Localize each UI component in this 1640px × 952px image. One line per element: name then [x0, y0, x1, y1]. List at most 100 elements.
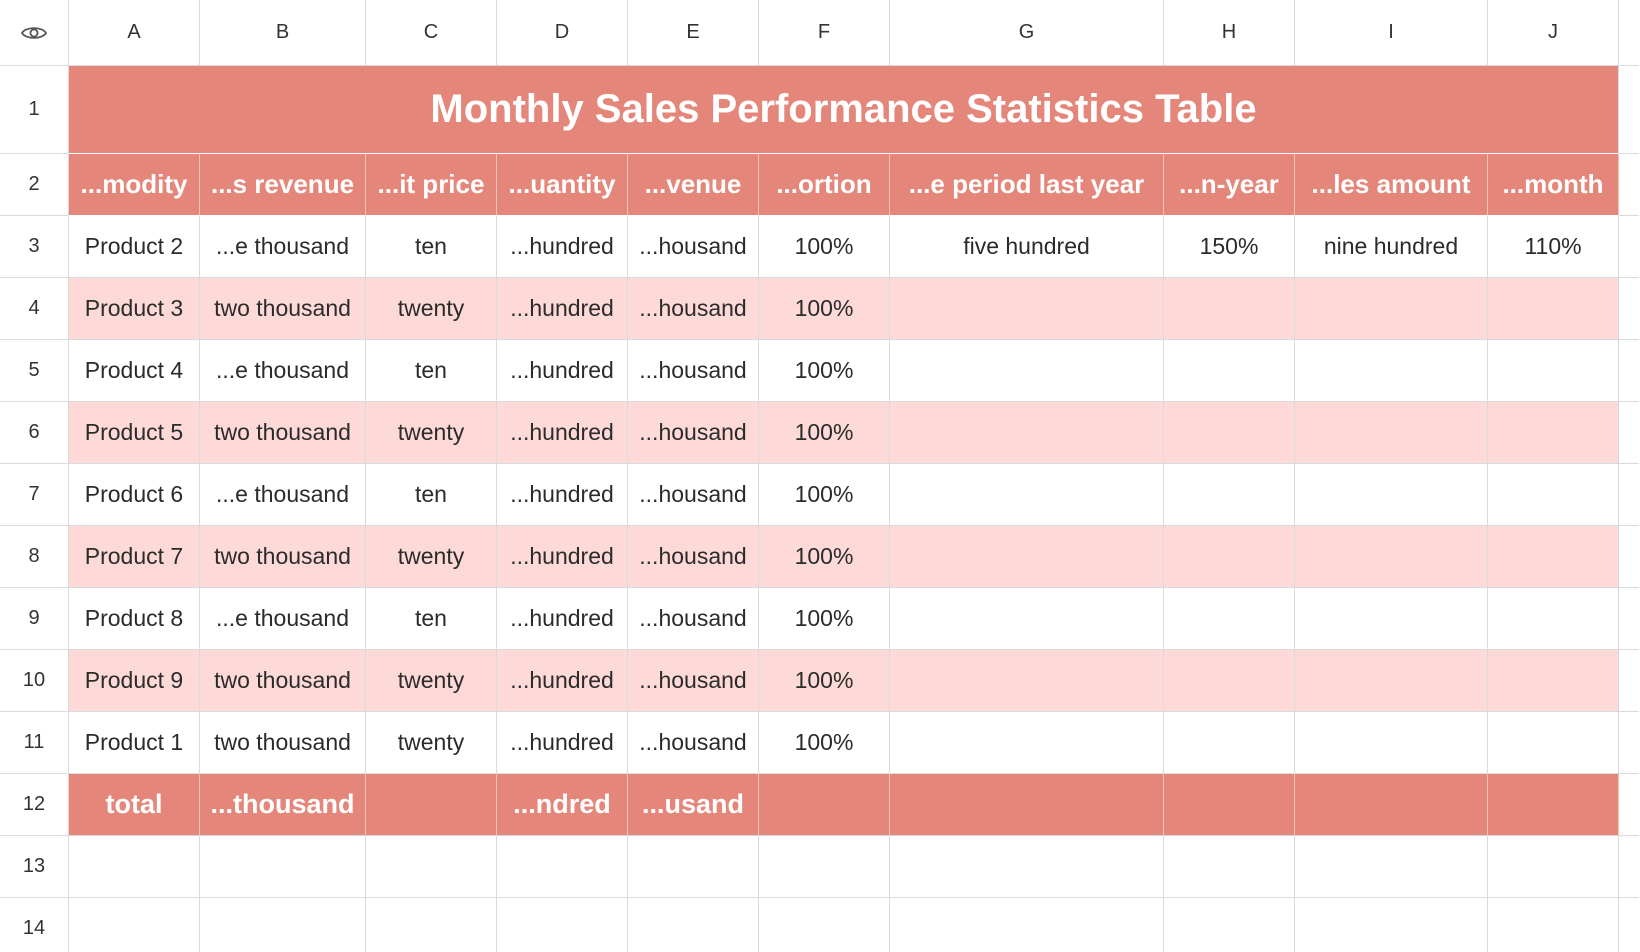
empty-cell[interactable]	[366, 898, 497, 952]
empty-cell[interactable]	[69, 836, 200, 898]
empty-cell[interactable]	[200, 898, 366, 952]
data-cell[interactable]: Product 5	[69, 402, 200, 464]
data-cell[interactable]: two thousand	[200, 712, 366, 774]
data-cell[interactable]: twenty	[366, 278, 497, 340]
data-cell[interactable]: 100%	[759, 216, 890, 278]
empty-cell[interactable]	[200, 836, 366, 898]
data-cell[interactable]: twenty	[366, 712, 497, 774]
data-cell[interactable]	[1488, 464, 1619, 526]
row-header-13[interactable]: 13	[0, 836, 69, 898]
total-cell[interactable]	[890, 774, 1164, 836]
header-cell[interactable]: ...e period last year	[890, 154, 1164, 216]
column-header-i[interactable]: I	[1295, 0, 1488, 66]
data-cell[interactable]: ...housand	[628, 340, 759, 402]
empty-cell[interactable]	[497, 898, 628, 952]
data-cell[interactable]	[1164, 464, 1295, 526]
data-cell[interactable]: twenty	[366, 526, 497, 588]
data-cell[interactable]: two thousand	[200, 402, 366, 464]
data-cell[interactable]	[1164, 588, 1295, 650]
data-cell[interactable]	[1164, 650, 1295, 712]
column-header-e[interactable]: E	[628, 0, 759, 66]
column-header-b[interactable]: B	[200, 0, 366, 66]
data-cell[interactable]: two thousand	[200, 650, 366, 712]
data-cell[interactable]: Product 6	[69, 464, 200, 526]
row-header-14[interactable]: 14	[0, 898, 69, 952]
empty-cell[interactable]	[1295, 836, 1488, 898]
empty-cell[interactable]	[759, 898, 890, 952]
column-header-d[interactable]: D	[497, 0, 628, 66]
data-cell[interactable]: ...hundred	[497, 278, 628, 340]
data-cell[interactable]	[1295, 340, 1488, 402]
data-cell[interactable]: ten	[366, 588, 497, 650]
empty-cell[interactable]	[1488, 898, 1619, 952]
data-cell[interactable]: two thousand	[200, 526, 366, 588]
data-cell[interactable]	[1488, 712, 1619, 774]
empty-cell[interactable]	[628, 836, 759, 898]
data-cell[interactable]: Product 3	[69, 278, 200, 340]
total-cell[interactable]	[1295, 774, 1488, 836]
column-header-f[interactable]: F	[759, 0, 890, 66]
data-cell[interactable]	[1295, 464, 1488, 526]
empty-cell[interactable]	[759, 836, 890, 898]
data-cell[interactable]: ten	[366, 464, 497, 526]
data-cell[interactable]	[890, 712, 1164, 774]
data-cell[interactable]: 150%	[1164, 216, 1295, 278]
empty-cell[interactable]	[497, 836, 628, 898]
data-cell[interactable]: ...e thousand	[200, 588, 366, 650]
data-cell[interactable]: Product 7	[69, 526, 200, 588]
header-cell[interactable]: ...month	[1488, 154, 1619, 216]
data-cell[interactable]: Product 4	[69, 340, 200, 402]
row-header-9[interactable]: 9	[0, 588, 69, 650]
row-header-8[interactable]: 8	[0, 526, 69, 588]
header-cell[interactable]: ...les amount	[1295, 154, 1488, 216]
header-cell[interactable]: ...it price	[366, 154, 497, 216]
data-cell[interactable]: ...hundred	[497, 216, 628, 278]
data-cell[interactable]: Product 1	[69, 712, 200, 774]
header-cell[interactable]: ...uantity	[497, 154, 628, 216]
data-cell[interactable]: ...housand	[628, 650, 759, 712]
empty-cell[interactable]	[366, 836, 497, 898]
data-cell[interactable]	[1164, 402, 1295, 464]
data-cell[interactable]: twenty	[366, 650, 497, 712]
total-cell[interactable]: ...thousand	[200, 774, 366, 836]
data-cell[interactable]: ...hundred	[497, 340, 628, 402]
row-header-4[interactable]: 4	[0, 278, 69, 340]
header-cell[interactable]: ...n-year	[1164, 154, 1295, 216]
data-cell[interactable]	[1164, 526, 1295, 588]
data-cell[interactable]: ...hundred	[497, 650, 628, 712]
empty-cell[interactable]	[628, 898, 759, 952]
header-cell[interactable]: ...s revenue	[200, 154, 366, 216]
data-cell[interactable]: 100%	[759, 278, 890, 340]
data-cell[interactable]	[1295, 402, 1488, 464]
data-cell[interactable]: ...housand	[628, 588, 759, 650]
total-cell[interactable]: total	[69, 774, 200, 836]
data-cell[interactable]: ...housand	[628, 216, 759, 278]
data-cell[interactable]: 100%	[759, 712, 890, 774]
row-header-12[interactable]: 12	[0, 774, 69, 836]
data-cell[interactable]: ...e thousand	[200, 340, 366, 402]
data-cell[interactable]: ten	[366, 340, 497, 402]
data-cell[interactable]	[890, 464, 1164, 526]
data-cell[interactable]: Product 2	[69, 216, 200, 278]
data-cell[interactable]: ...hundred	[497, 402, 628, 464]
data-cell[interactable]: ...e thousand	[200, 464, 366, 526]
eye-icon[interactable]	[21, 25, 47, 41]
data-cell[interactable]: 100%	[759, 650, 890, 712]
data-cell[interactable]	[1164, 278, 1295, 340]
row-header-11[interactable]: 11	[0, 712, 69, 774]
header-cell[interactable]: ...venue	[628, 154, 759, 216]
data-cell[interactable]	[1295, 650, 1488, 712]
empty-cell[interactable]	[1295, 898, 1488, 952]
data-cell[interactable]: 100%	[759, 464, 890, 526]
row-header-6[interactable]: 6	[0, 402, 69, 464]
column-header-g[interactable]: G	[890, 0, 1164, 66]
empty-cell[interactable]	[69, 898, 200, 952]
data-cell[interactable]: ...hundred	[497, 712, 628, 774]
total-cell[interactable]: ...ndred	[497, 774, 628, 836]
data-cell[interactable]: ten	[366, 216, 497, 278]
row-header-3[interactable]: 3	[0, 216, 69, 278]
data-cell[interactable]: ...housand	[628, 402, 759, 464]
data-cell[interactable]: 100%	[759, 588, 890, 650]
data-cell[interactable]: Product 8	[69, 588, 200, 650]
data-cell[interactable]	[1488, 340, 1619, 402]
